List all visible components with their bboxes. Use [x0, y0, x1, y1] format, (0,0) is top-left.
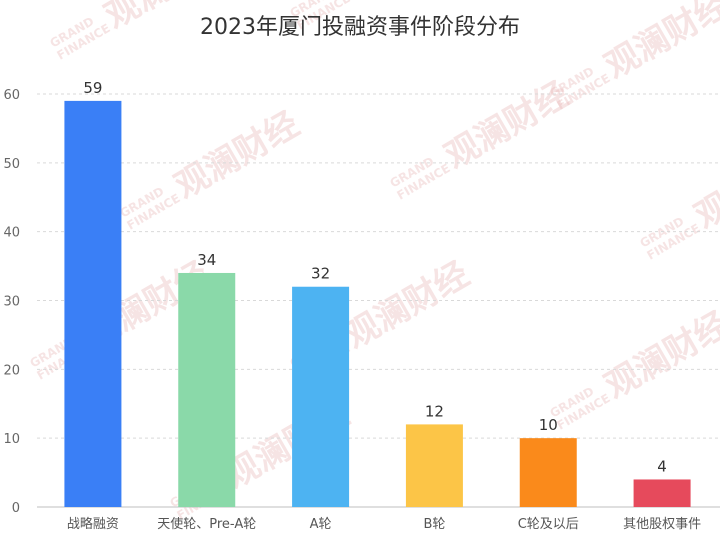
- bar-series: 59 34 32 12 10 4: [64, 79, 691, 507]
- y-axis: 0 10 20 30 40 50 60: [3, 88, 20, 516]
- data-label: 12: [425, 402, 444, 420]
- x-tick-label: 其他股权事件: [623, 516, 701, 532]
- x-tick-label: 战略融资: [67, 516, 119, 532]
- x-tick-label: 天使轮、Pre-A轮: [157, 516, 256, 532]
- x-axis: 战略融资 天使轮、Pre-A轮 A轮 B轮 C轮及以后 其他股权事件: [67, 516, 701, 532]
- y-tick-label: 10: [3, 432, 20, 447]
- y-tick-label: 40: [3, 226, 20, 241]
- watermark-cn: 观澜财经: [598, 0, 720, 87]
- watermark-cn: 观澜财经: [168, 104, 306, 207]
- chart-title: 2023年厦门投融资事件阶段分布: [200, 15, 520, 40]
- data-label: 34: [197, 251, 216, 269]
- data-label: 4: [657, 457, 667, 475]
- y-tick-label: 60: [3, 88, 20, 103]
- y-tick-label: 20: [3, 363, 20, 378]
- watermark-cn: 观澜财经: [338, 254, 476, 357]
- bar: [519, 438, 577, 507]
- watermark-cn: 观澜财经: [438, 74, 576, 177]
- watermark-cn: 观澜财经: [598, 304, 720, 407]
- x-tick-label: B轮: [423, 517, 445, 532]
- x-tick-label: A轮: [310, 517, 332, 532]
- x-tick-label: C轮及以后: [518, 517, 579, 532]
- data-label: 59: [83, 79, 102, 97]
- bar: [405, 424, 463, 507]
- bar: [64, 100, 122, 507]
- bar: [178, 272, 236, 507]
- bar: [633, 479, 691, 507]
- data-label: 32: [311, 265, 330, 283]
- watermark-cn: 观澜财经: [338, 0, 476, 7]
- y-tick-label: 30: [3, 295, 20, 310]
- y-tick-label: 50: [3, 157, 20, 172]
- data-label: 10: [539, 416, 558, 434]
- y-tick-label: 0: [12, 501, 20, 516]
- bar: [292, 286, 350, 507]
